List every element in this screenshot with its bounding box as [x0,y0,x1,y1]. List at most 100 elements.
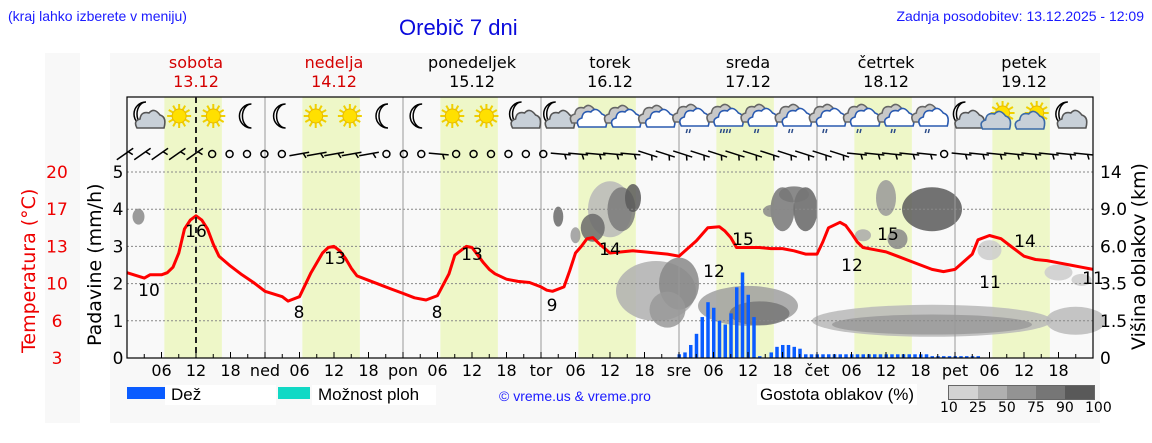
day-date: 13.12 [173,72,219,91]
wind-calm-icon [451,149,461,159]
cloud-height-axis-title: Višina oblakov (km) [1128,163,1150,350]
wind-barb-icon [585,152,606,160]
barb-shaft [341,151,362,157]
sun-ray [352,121,357,127]
barb-shaft [951,152,972,156]
barb-shaft [1073,152,1094,156]
barb-feather [964,154,968,160]
day-label: petek 19.12 [955,53,1093,91]
barb-shaft [846,152,868,156]
page-title: Orebič 7 dni [399,15,518,40]
sun-ray [184,109,191,114]
sun-ray [1005,102,1010,108]
temp-label: 15 [732,230,754,250]
sun-ray [321,118,327,123]
location-hint: (kraj lahko izberete v meniju) [8,8,187,24]
cloud-blob [729,301,790,326]
sun-ray [475,109,481,114]
sun-ray [1029,102,1035,108]
sun-ray [342,105,348,111]
wind-calm-icon [521,149,531,159]
sun-ray [206,105,211,111]
daylight-band [440,97,498,358]
rain-bar [758,356,762,358]
barb-feather [790,155,793,161]
sun-ray [218,118,225,123]
rain-legend-label: Dež [165,385,276,405]
barb-feather [999,154,1003,160]
wind-barb-icon [916,152,937,160]
barb-feather [1034,154,1038,160]
barb-shaft [968,152,990,156]
rain-bar [683,352,687,358]
day-date: 19.12 [1001,72,1047,91]
moon-shape [272,103,286,129]
cloud-density-ticks: 10 25 50 75 90 100 [940,400,1112,418]
wind-calm-icon [539,149,548,159]
barb-shaft [1056,152,1077,156]
cloud-icon [569,104,608,128]
barb-shaft [324,151,345,157]
rain-bar [947,356,952,358]
wind-barb-icon [359,151,379,159]
hour-label: 06 [565,361,585,380]
hour-label: 06 [151,361,171,380]
barb-shaft [359,151,379,157]
wind-barb-icon [168,147,186,161]
rain-bar [700,317,704,358]
wind-barb-icon [794,150,815,161]
wind-barb-icon [760,150,780,161]
wind-barb-icon [864,152,885,160]
wind-calm-icon [242,149,252,159]
wind-barb-icon [846,152,868,160]
barb-feather [1086,154,1090,160]
barb-shaft [620,152,641,156]
sun-icon [474,104,499,128]
cloud-blob [649,291,686,328]
barb-shaft [186,147,204,161]
sun-ray [215,105,221,111]
rain-bar [746,294,750,358]
wind-barb-icon [655,150,676,161]
sun-ray [1039,102,1044,108]
sun-disc [444,108,460,124]
day-short-label: sre [667,361,691,380]
wind-barb-icon [899,152,920,160]
cloud-shape [1056,109,1088,129]
sun-ray [1008,106,1014,111]
cloud-shape [954,109,986,129]
cloud-blob [876,180,896,217]
cloud-height-tick: 6.0 [1100,237,1127,257]
hour-label: 18 [496,361,516,380]
moon-icon [272,103,286,129]
temp-label: 8 [294,303,305,323]
cloud-shape [918,107,949,127]
rain-bar [723,324,727,358]
barb-shaft [585,152,606,156]
cloud-blob [580,213,605,242]
raindrop [893,128,896,134]
cloud-height-tick: 9.0 [1100,200,1127,220]
barb-shaft [829,150,850,158]
rain-cloud-icon [808,103,847,134]
barb-shaft [602,152,624,156]
day-date: 15.12 [449,72,495,91]
hour-label: 12 [1014,361,1034,380]
barb-feather [772,155,775,161]
rain-bar [965,356,969,358]
wind-barb-icon [1073,152,1094,160]
day-date: 18.12 [863,72,909,91]
wind-barb-icon [324,151,345,159]
rain-bar [924,354,929,358]
temp-tick: 6 [52,312,63,332]
credit-link[interactable]: © vreme.us & vreme.pro [499,388,651,404]
barb-feather [982,154,986,160]
rain-bar [861,354,865,358]
wind-barb-icon [812,150,832,161]
wind-barb-icon [1038,152,1059,160]
temperature-line [126,214,1094,303]
hour-label: 18 [634,361,654,380]
density-tick: 100 [1085,400,1112,416]
rain-bar [913,354,917,358]
wind-calm-icon [417,149,426,159]
